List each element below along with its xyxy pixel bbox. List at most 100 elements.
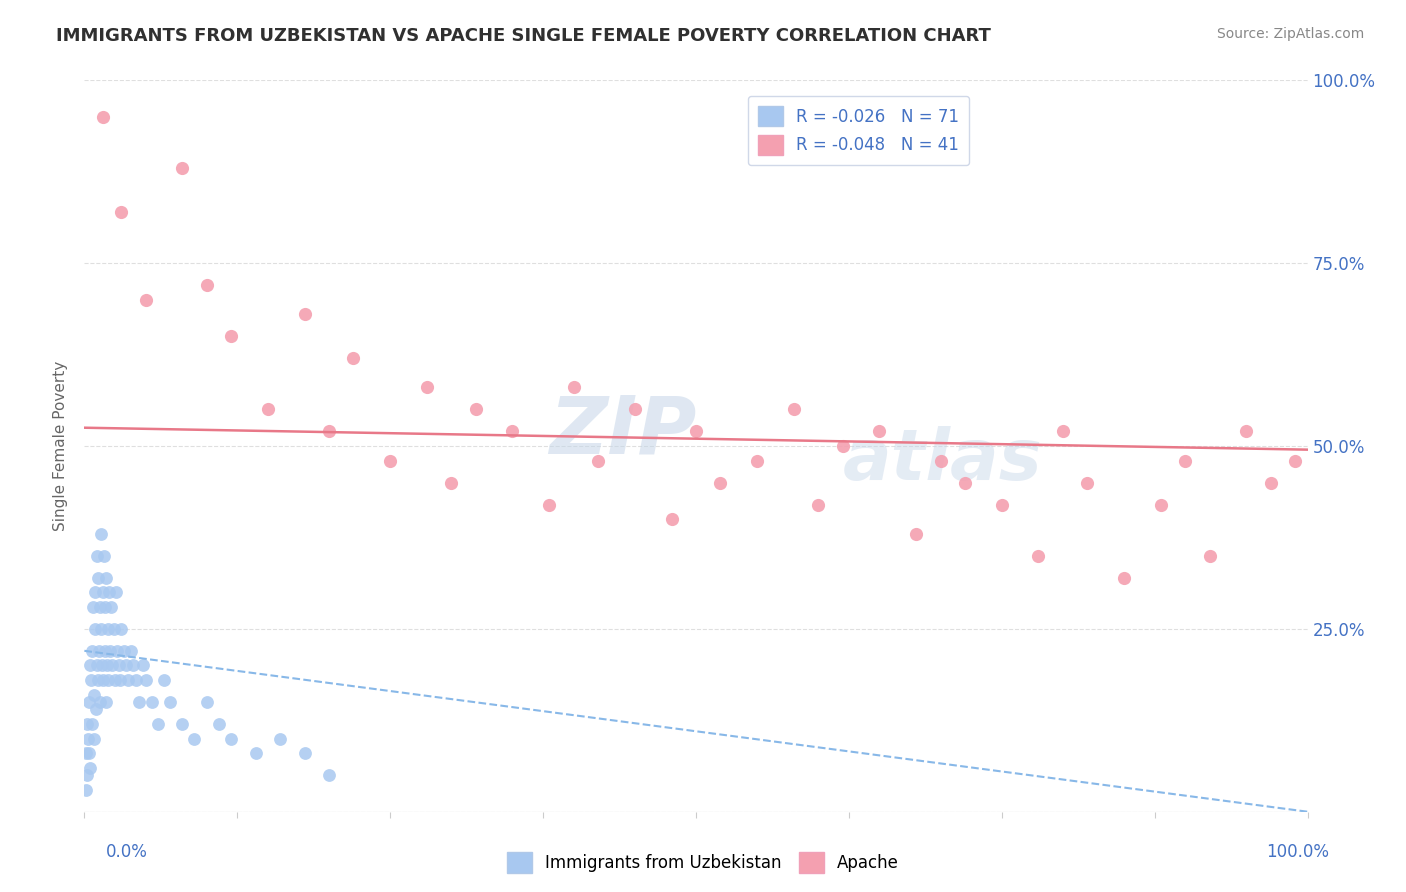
Text: IMMIGRANTS FROM UZBEKISTAN VS APACHE SINGLE FEMALE POVERTY CORRELATION CHART: IMMIGRANTS FROM UZBEKISTAN VS APACHE SIN… — [56, 27, 991, 45]
Point — [1284, 453, 1306, 467]
Point — [685, 425, 707, 439]
Point — [245, 746, 267, 760]
Point — [122, 658, 145, 673]
Point — [146, 717, 169, 731]
Point — [219, 731, 242, 746]
Point — [110, 622, 132, 636]
Point — [135, 673, 157, 687]
Point — [132, 658, 155, 673]
Point — [80, 644, 103, 658]
Point — [1236, 425, 1258, 439]
Point — [93, 549, 115, 563]
Point — [84, 702, 107, 716]
Point — [105, 644, 128, 658]
Point — [108, 673, 131, 687]
Point — [1076, 475, 1098, 490]
Point — [953, 475, 976, 490]
Text: 100.0%: 100.0% — [1265, 843, 1329, 861]
Point — [125, 673, 148, 687]
Point — [97, 673, 120, 687]
Point — [82, 717, 104, 731]
Legend: R = -0.026   N = 71, R = -0.048   N = 41: R = -0.026 N = 71, R = -0.048 N = 41 — [748, 96, 969, 165]
Point — [115, 658, 138, 673]
Point — [440, 475, 463, 490]
Point — [76, 768, 98, 782]
Point — [208, 717, 231, 731]
Point — [342, 351, 364, 366]
Point — [98, 644, 121, 658]
Point — [380, 453, 402, 467]
Point — [1198, 549, 1220, 563]
Point — [97, 585, 120, 599]
Point — [87, 571, 110, 585]
Point — [80, 673, 103, 687]
Point — [87, 673, 110, 687]
Legend: Immigrants from Uzbekistan, Apache: Immigrants from Uzbekistan, Apache — [501, 846, 905, 880]
Point — [172, 717, 194, 731]
Point — [159, 695, 181, 709]
Point — [128, 695, 150, 709]
Point — [1174, 453, 1197, 467]
Point — [135, 293, 157, 307]
Point — [90, 526, 112, 541]
Point — [464, 402, 486, 417]
Point — [661, 512, 683, 526]
Point — [97, 622, 120, 636]
Point — [83, 622, 105, 636]
Point — [172, 161, 194, 175]
Point — [112, 644, 135, 658]
Point — [1260, 475, 1282, 490]
Point — [117, 673, 139, 687]
Point — [562, 380, 585, 394]
Point — [89, 599, 111, 614]
Point — [93, 644, 115, 658]
Point — [586, 453, 609, 467]
Point — [77, 746, 100, 760]
Point — [103, 622, 125, 636]
Point — [87, 644, 110, 658]
Point — [153, 673, 176, 687]
Y-axis label: Single Female Poverty: Single Female Poverty — [53, 361, 69, 531]
Point — [783, 402, 806, 417]
Point — [929, 453, 952, 467]
Point — [105, 585, 128, 599]
Point — [195, 278, 218, 293]
Point — [91, 673, 114, 687]
Point — [77, 731, 100, 746]
Point — [96, 571, 118, 585]
Point — [195, 695, 218, 709]
Point — [104, 673, 127, 687]
Point — [120, 644, 142, 658]
Point — [1150, 498, 1173, 512]
Point — [318, 425, 340, 439]
Point — [83, 688, 105, 702]
Point — [141, 695, 163, 709]
Point — [83, 731, 105, 746]
Point — [94, 599, 117, 614]
Point — [90, 622, 112, 636]
Point — [624, 402, 647, 417]
Point — [86, 658, 108, 673]
Point — [86, 549, 108, 563]
Point — [831, 439, 853, 453]
Point — [101, 658, 124, 673]
Point — [502, 425, 524, 439]
Point — [416, 380, 439, 394]
Text: Source: ZipAtlas.com: Source: ZipAtlas.com — [1216, 27, 1364, 41]
Point — [269, 731, 291, 746]
Point — [318, 768, 340, 782]
Point — [538, 498, 561, 512]
Point — [84, 585, 107, 599]
Point — [294, 746, 316, 760]
Point — [94, 695, 117, 709]
Point — [219, 329, 242, 343]
Text: 0.0%: 0.0% — [105, 843, 148, 861]
Point — [79, 658, 101, 673]
Point — [75, 782, 97, 797]
Point — [807, 498, 830, 512]
Point — [709, 475, 731, 490]
Point — [991, 498, 1014, 512]
Point — [79, 761, 101, 775]
Point — [905, 526, 928, 541]
Point — [75, 746, 97, 760]
